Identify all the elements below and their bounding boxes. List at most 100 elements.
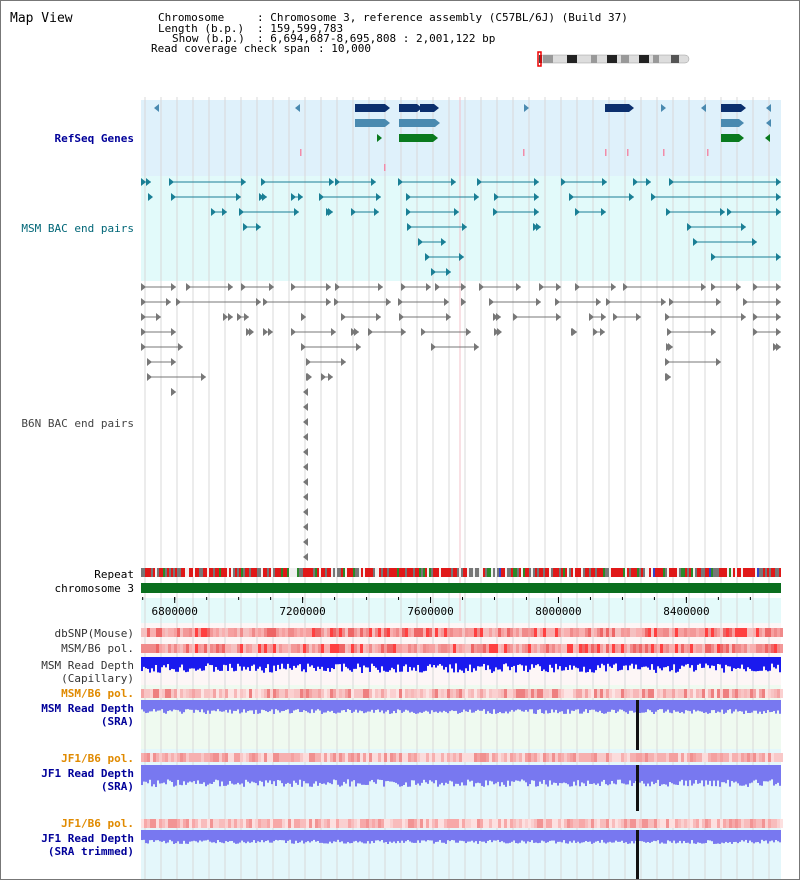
label-b6n-bac[interactable]: B6N BAC end pairs [21, 417, 134, 430]
jf1-depth-trimmed-bar [219, 830, 221, 843]
msm-b6-pol-sra-cell [360, 689, 363, 698]
repeat-segment [539, 568, 541, 577]
jf1-b6-pol-cell [621, 753, 624, 762]
dbsnp-cell [153, 628, 156, 637]
repeat-segment [701, 568, 703, 577]
jf1-depth-sra-bar [665, 765, 667, 785]
jf1-depth-trimmed-bar [605, 830, 607, 844]
msm-depth-sra-bar [779, 700, 781, 714]
jf1-depth-trimmed-bar [325, 830, 327, 844]
dbsnp-cell [696, 628, 699, 637]
label-refseq-genes[interactable]: RefSeq Genes [54, 132, 134, 145]
b6n-bac-pair-end [263, 328, 268, 336]
repeat-segment [329, 568, 331, 577]
jf1-depth-trimmed-bar [691, 830, 693, 841]
chromosome-ideogram[interactable] [531, 51, 691, 67]
jf1-depth-sra-bar [661, 765, 663, 785]
msm-depth-sra-bar [487, 700, 489, 712]
b6n-bac-pair-end [368, 328, 373, 336]
msm-depth-sra-bar [313, 700, 315, 713]
jf1-b6-pol-cell [174, 753, 177, 762]
jf1-depth-trimmed-bar [235, 830, 237, 844]
repeat-segment [443, 568, 445, 577]
msm-depth-capillary-bar [611, 657, 613, 668]
repeat-segment [761, 568, 763, 577]
repeat-segment [535, 568, 537, 577]
jf1-depth-sra-bar [503, 765, 505, 785]
msm-bac-pair-end [575, 208, 580, 216]
dbsnp-cell [198, 628, 201, 637]
msm-depth-sra-bar [767, 700, 769, 711]
msm-b6-pol-sra-cell [585, 689, 588, 698]
dbsnp-cell [465, 628, 468, 637]
dbsnp-cell [312, 628, 315, 637]
gene-block [399, 134, 433, 142]
label-msm-bac[interactable]: MSM BAC end pairs [21, 222, 134, 235]
msm-depth-capillary-bar [541, 657, 543, 672]
msm-b6-pol-sra-cell [633, 689, 636, 698]
repeat-segment [777, 568, 779, 577]
jf1-depth-trimmed-bar [569, 830, 571, 842]
repeat-segment [717, 568, 719, 577]
dbsnp-cell [492, 628, 495, 637]
msm-depth-capillary-bar [321, 657, 323, 667]
jf1-b6-pol-cell [543, 753, 546, 762]
repeat-segment [683, 568, 685, 577]
msm-b6-pol-sra-cell [510, 689, 513, 698]
jf1-b6-pol-cell [165, 753, 168, 762]
msm-b6-pol-sra-cell [516, 689, 519, 698]
repeat-segment [163, 568, 165, 577]
jf1-b6-pol-cell [366, 753, 369, 762]
msm-b6-pol-sra-cell [183, 689, 186, 698]
jf1-depth-trimmed-bar [737, 830, 739, 844]
jf1-depth-trimmed-bar [647, 830, 649, 843]
jf1-b6-pol-2-cell [411, 819, 414, 828]
msm-depth-sra-bar [445, 700, 447, 712]
msm-depth-sra-bar [483, 700, 485, 710]
msm-depth-capillary-bar [295, 657, 297, 668]
jf1-b6-pol-2-cell [468, 819, 471, 828]
dbsnp-cell [183, 628, 186, 637]
b6n-bac-pair-end [513, 313, 518, 321]
msm-depth-capillary-bar [737, 657, 739, 669]
msm-depth-capillary-bar [421, 657, 423, 673]
jf1-b6-pol-cell [216, 753, 219, 762]
msm-depth-sra-bar [171, 700, 173, 712]
msm-b6-pol-sra-cell [687, 689, 690, 698]
jf1-depth-sra-bar [383, 765, 385, 787]
repeat-segment [195, 568, 197, 577]
jf1-depth-trimmed-bar [293, 830, 295, 844]
msm-depth-capillary-bar [707, 657, 709, 666]
dbsnp-cell [666, 628, 669, 637]
msm-depth-sra-bar [773, 700, 775, 711]
msm-bac-pair-end [371, 178, 376, 186]
msm-b6-pol-sra-cell [597, 689, 600, 698]
repeat-segment [607, 568, 609, 577]
dbsnp-cell [780, 628, 783, 637]
dbsnp-cell [291, 628, 294, 637]
jf1-b6-pol-2-cell [456, 819, 459, 828]
msm-b6-pol-cell [234, 644, 237, 653]
msm-b6-pol-sra-cell [489, 689, 492, 698]
jf1-depth-trimmed-bar [645, 830, 647, 843]
jf1-b6-pol-2-cell [486, 819, 489, 828]
jf1-b6-pol-cell [168, 753, 171, 762]
gene-block [355, 104, 385, 112]
jf1-depth-sra-bar [707, 765, 709, 785]
msm-depth-sra-bar [633, 700, 635, 713]
jf1-depth-sra-bar [361, 765, 363, 785]
msm-depth-sra-bar [751, 700, 753, 713]
jf1-b6-pol-cell [570, 753, 573, 762]
jf1-depth-trimmed-bar [307, 830, 309, 842]
jf1-b6-pol-cell [393, 753, 396, 762]
msm-depth-capillary-bar [453, 657, 455, 673]
msm-b6-pol-sra-cell [447, 689, 450, 698]
msm-b6-pol-sra-cell [417, 689, 420, 698]
msm-b6-pol-cell [771, 644, 774, 653]
jf1-depth-trimmed-bar [149, 830, 151, 841]
repeat-segment [159, 568, 161, 577]
msm-b6-pol-cell [621, 644, 624, 653]
b6n-bac-pair-end [356, 343, 361, 351]
